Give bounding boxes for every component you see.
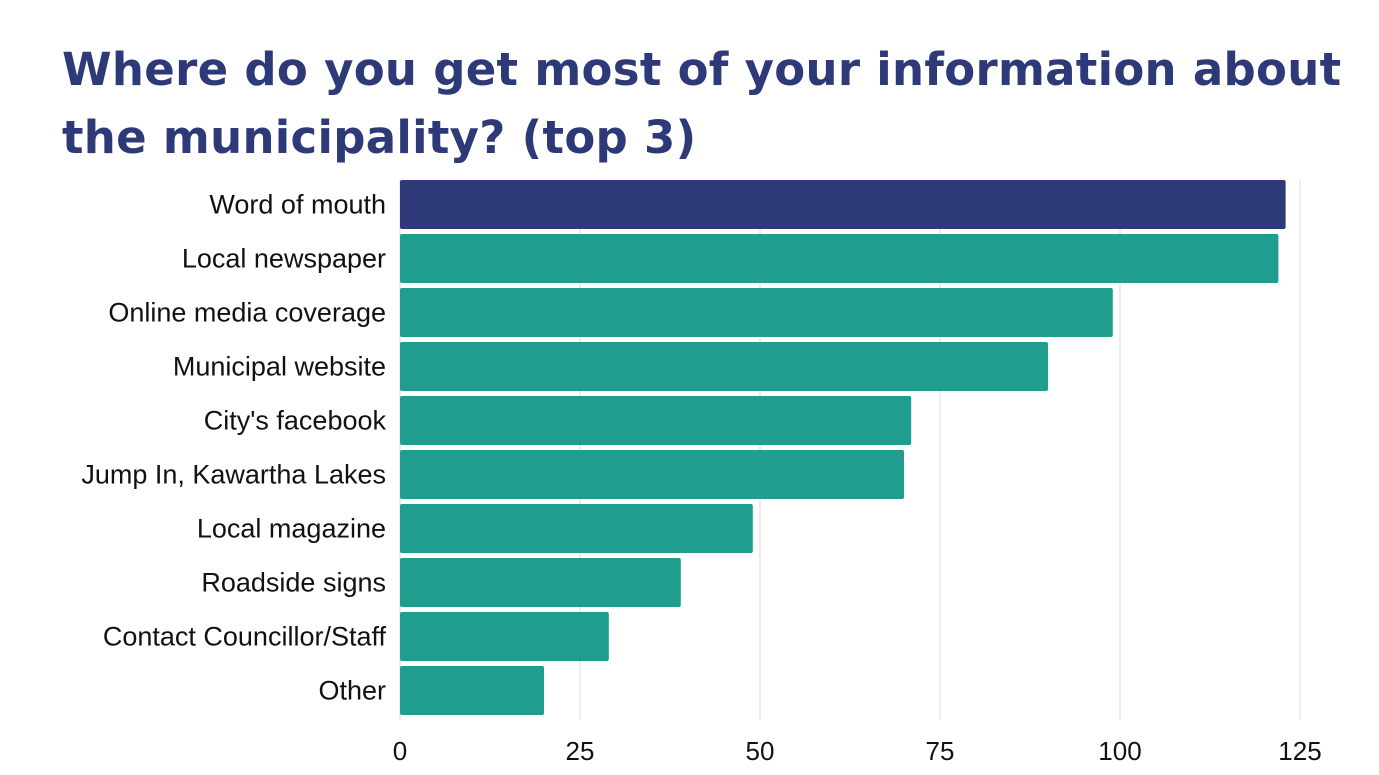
category-label-0: Word of mouth (209, 190, 386, 220)
category-label-2: Online media coverage (108, 298, 386, 328)
category-label-7: Roadside signs (201, 568, 386, 598)
category-label-3: Municipal website (173, 352, 386, 382)
category-label-1: Local newspaper (182, 244, 386, 274)
category-label-4: City's facebook (204, 406, 387, 436)
category-label-8: Contact Councillor/Staff (103, 622, 387, 652)
x-tick-labels: 0 25 50 75 100 125 (393, 736, 1322, 766)
chart-title: Where do you get most of your informatio… (62, 43, 1342, 164)
bar-3 (400, 342, 1048, 391)
x-tick-label-2: 50 (746, 736, 775, 766)
bar-2 (400, 288, 1113, 337)
bar-8 (400, 612, 609, 661)
bar-6 (400, 504, 753, 553)
x-tick-label-1: 25 (566, 736, 595, 766)
bar-9 (400, 666, 544, 715)
bar-0 (400, 180, 1286, 229)
bars (400, 180, 1286, 715)
category-label-5: Jump In, Kawartha Lakes (81, 460, 386, 490)
category-label-9: Other (318, 676, 386, 706)
category-labels: Word of mouth Local newspaper Online media… (81, 190, 386, 706)
x-tick-label-5: 125 (1278, 736, 1321, 766)
bar-5 (400, 450, 904, 499)
bar-1 (400, 234, 1279, 283)
bar-4 (400, 396, 912, 445)
category-label-6: Local magazine (197, 514, 386, 544)
x-tick-label-4: 100 (1098, 736, 1141, 766)
x-tick-label-3: 75 (926, 736, 955, 766)
bar-7 (400, 558, 681, 607)
x-tick-label-0: 0 (393, 736, 407, 766)
